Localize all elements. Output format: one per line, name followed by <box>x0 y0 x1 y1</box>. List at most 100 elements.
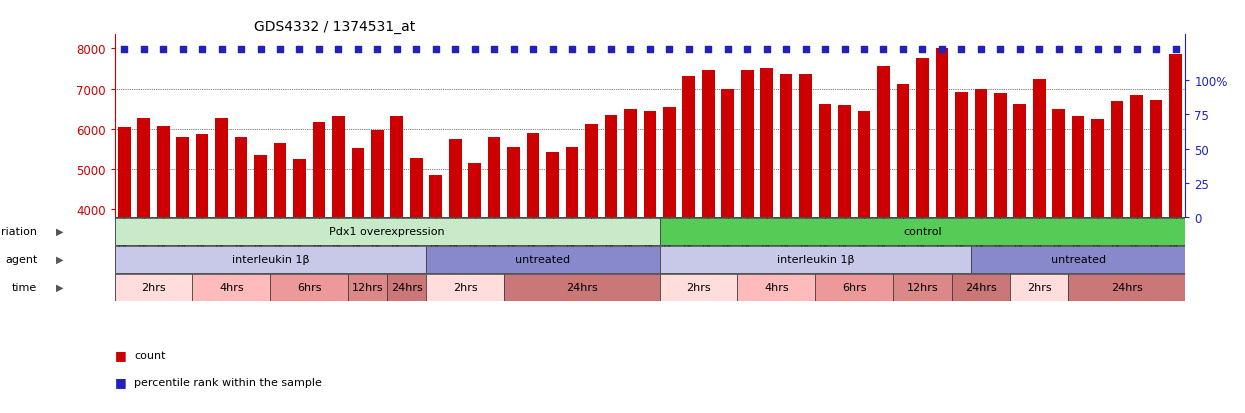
Bar <box>449 140 462 370</box>
Bar <box>858 112 870 370</box>
Point <box>1127 47 1147 53</box>
Point <box>153 47 173 53</box>
Text: percentile rank within the sample: percentile rank within the sample <box>134 377 322 387</box>
Point <box>620 47 640 53</box>
Text: control: control <box>903 226 941 236</box>
Bar <box>115 274 193 301</box>
Text: 6hrs: 6hrs <box>842 282 867 292</box>
Point <box>484 47 504 53</box>
Bar <box>951 274 1010 301</box>
Bar <box>115 246 426 273</box>
Bar <box>1111 102 1123 370</box>
Point <box>933 47 952 53</box>
Bar <box>1013 104 1026 370</box>
Text: 12hrs: 12hrs <box>352 282 383 292</box>
Bar <box>254 156 266 370</box>
Bar <box>935 49 949 370</box>
Bar <box>660 218 1185 245</box>
Bar <box>118 128 131 370</box>
Point <box>776 47 796 53</box>
Point <box>309 47 329 53</box>
Point <box>581 47 601 53</box>
Point <box>173 47 193 53</box>
Bar <box>488 138 500 370</box>
Bar <box>1068 274 1185 301</box>
Text: agent: agent <box>5 254 37 264</box>
Bar <box>312 122 325 370</box>
Text: time: time <box>12 282 37 292</box>
Point <box>250 47 270 53</box>
Text: 24hrs: 24hrs <box>965 282 997 292</box>
Point <box>1030 47 1050 53</box>
Text: 6hrs: 6hrs <box>298 282 321 292</box>
Point <box>698 47 718 53</box>
Bar <box>585 125 598 370</box>
Text: 24hrs: 24hrs <box>391 282 422 292</box>
Bar <box>815 274 893 301</box>
Point <box>913 47 933 53</box>
Point <box>1165 47 1185 53</box>
Bar <box>507 148 520 370</box>
Bar <box>1033 80 1046 370</box>
Point <box>133 47 153 53</box>
Bar <box>721 90 735 370</box>
Point <box>115 47 134 53</box>
Bar <box>660 246 971 273</box>
Bar <box>1072 116 1084 370</box>
Point <box>232 47 251 53</box>
Bar <box>624 109 636 370</box>
Text: interleukin 1β: interleukin 1β <box>232 254 309 264</box>
Bar <box>177 138 189 370</box>
Text: ■: ■ <box>115 349 126 362</box>
Text: Pdx1 overexpression: Pdx1 overexpression <box>329 226 444 236</box>
Bar <box>916 59 929 370</box>
Bar <box>896 85 909 370</box>
Bar <box>838 106 850 370</box>
Text: 4hrs: 4hrs <box>764 282 789 292</box>
Bar <box>741 71 753 370</box>
Text: count: count <box>134 350 166 360</box>
Point <box>737 47 757 53</box>
Point <box>990 47 1010 53</box>
Point <box>854 47 874 53</box>
Bar <box>682 77 695 370</box>
Text: 2hrs: 2hrs <box>1027 282 1052 292</box>
Point <box>1010 47 1030 53</box>
Point <box>367 47 387 53</box>
Text: 2hrs: 2hrs <box>453 282 477 292</box>
Text: untreated: untreated <box>1051 254 1106 264</box>
Bar <box>235 138 248 370</box>
Point <box>290 47 310 53</box>
Bar <box>975 90 987 370</box>
Point <box>971 47 991 53</box>
Point <box>446 47 466 53</box>
Point <box>718 47 738 53</box>
Point <box>660 47 680 53</box>
Point <box>504 47 524 53</box>
Point <box>212 47 232 53</box>
Text: ■: ■ <box>115 375 126 389</box>
Bar <box>157 126 169 370</box>
Bar <box>1149 100 1163 370</box>
Bar <box>779 74 793 370</box>
Bar <box>660 274 737 301</box>
Point <box>523 47 543 53</box>
Bar <box>391 116 403 370</box>
Bar <box>115 218 660 245</box>
Point <box>387 47 407 53</box>
Bar <box>893 274 951 301</box>
Bar <box>293 159 306 370</box>
Bar <box>644 112 656 370</box>
Bar <box>1052 110 1064 370</box>
Bar <box>819 104 832 370</box>
Bar <box>1092 119 1104 370</box>
Text: GDS4332 / 1374531_at: GDS4332 / 1374531_at <box>254 20 415 34</box>
Bar <box>565 148 579 370</box>
Bar <box>878 67 890 370</box>
Bar <box>430 176 442 370</box>
Point <box>893 47 913 53</box>
Point <box>1107 47 1127 53</box>
Bar <box>274 144 286 370</box>
Bar <box>955 93 967 370</box>
Bar <box>799 75 812 370</box>
